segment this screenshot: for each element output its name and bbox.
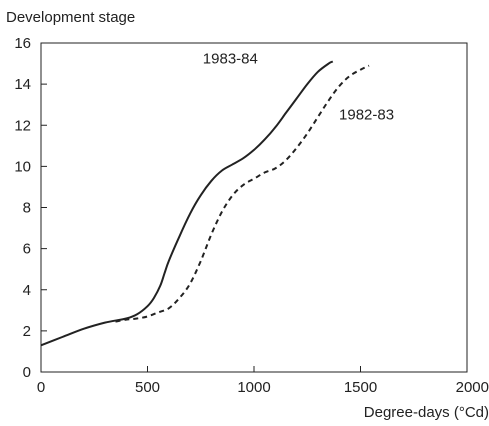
y-axis-label: Development stage bbox=[6, 9, 135, 26]
series-label-1983-84: 1983-84 bbox=[203, 51, 258, 68]
y-tick-label: 2 bbox=[23, 323, 31, 340]
y-tick-label: 10 bbox=[14, 158, 31, 175]
x-axis-label: Degree-days (°Cd) bbox=[364, 404, 489, 421]
series-line-1982-83 bbox=[115, 64, 370, 323]
y-tick-label: 12 bbox=[14, 117, 31, 134]
x-tick-label: 500 bbox=[135, 379, 160, 396]
y-tick-label: 0 bbox=[23, 364, 31, 381]
y-tick-label: 14 bbox=[14, 76, 31, 93]
chart-axes: 0 2 4 6 8 10 12 14 16 0 500 1000 1500 2000 bbox=[14, 35, 489, 396]
x-tick-label: 0 bbox=[37, 379, 45, 396]
y-tick-label: 4 bbox=[23, 282, 31, 299]
y-tick-label: 16 bbox=[14, 35, 31, 52]
y-tick-label: 6 bbox=[23, 241, 31, 258]
x-tick-label: 1000 bbox=[237, 379, 270, 396]
y-tick-label: 8 bbox=[23, 200, 31, 217]
series-line-1983-84 bbox=[40, 60, 334, 347]
x-tick-label: 2000 bbox=[456, 379, 489, 396]
x-tick-label: 1500 bbox=[344, 379, 377, 396]
series-layer: 1983-84 1982-83 bbox=[40, 51, 394, 347]
series-label-1982-83: 1982-83 bbox=[339, 107, 394, 124]
